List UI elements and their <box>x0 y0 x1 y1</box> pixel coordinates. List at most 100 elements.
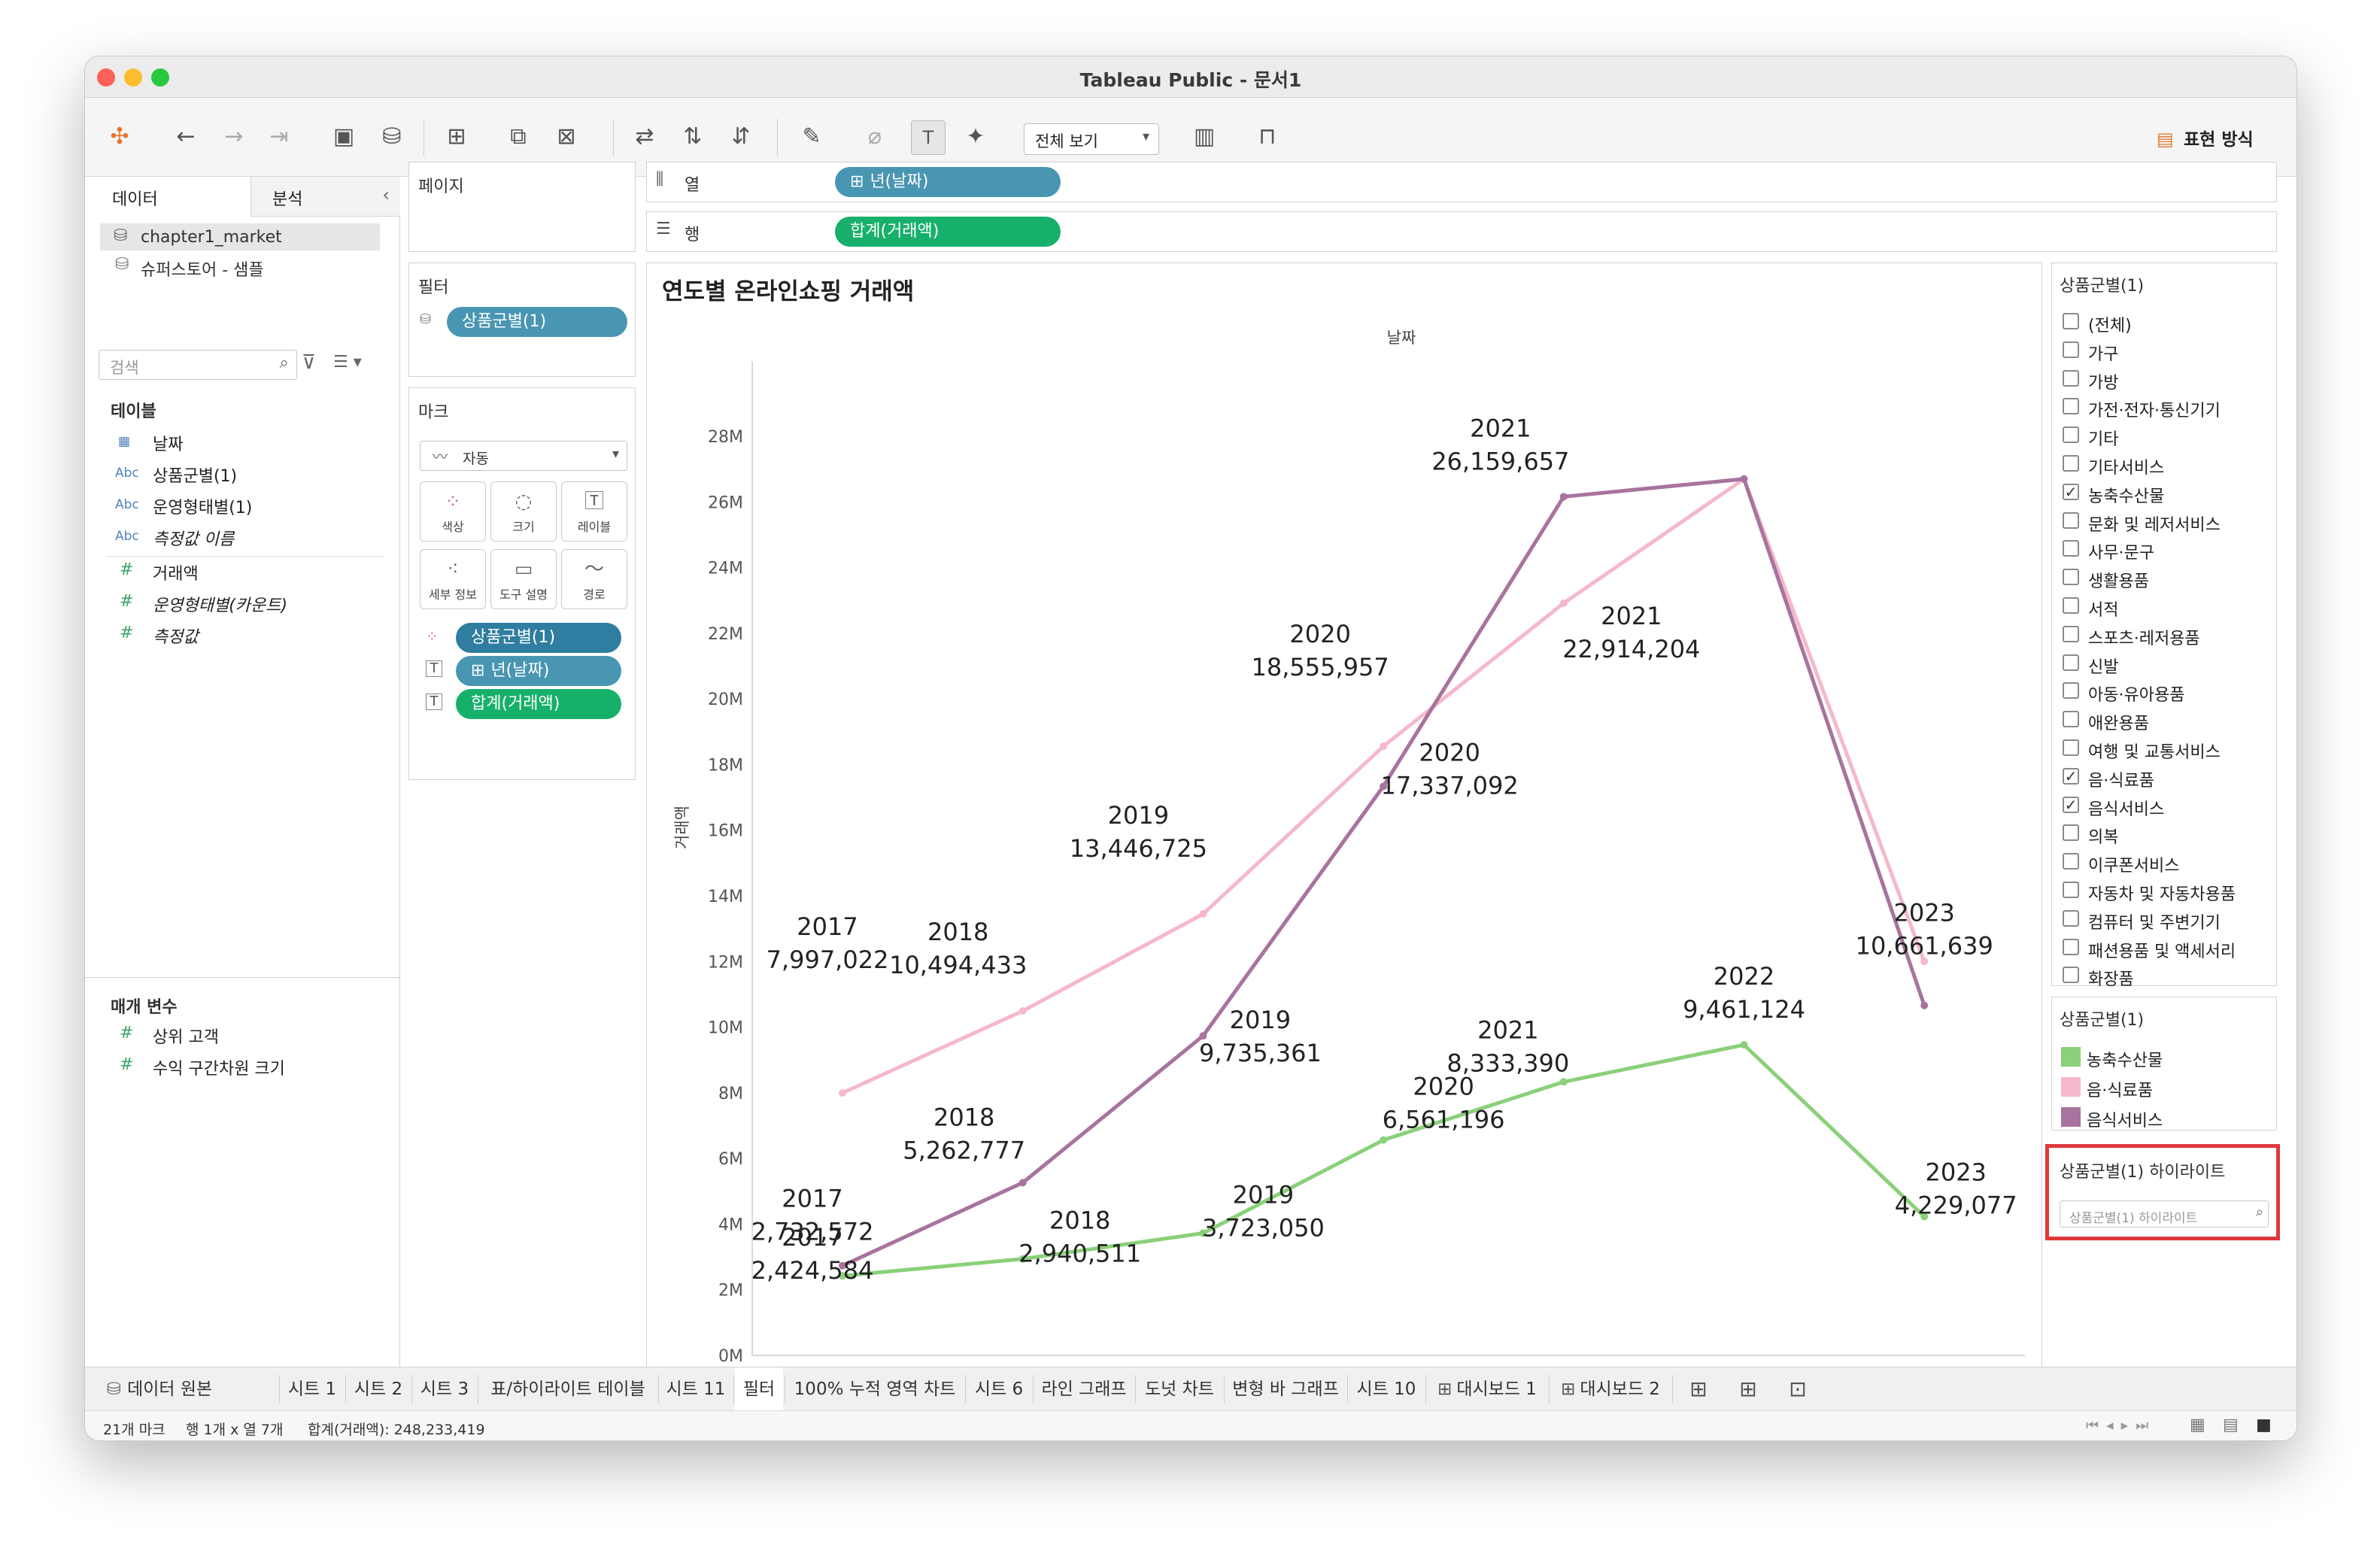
data-point[interactable] <box>1920 1001 1929 1009</box>
data-point[interactable] <box>1380 1136 1388 1144</box>
mark-detail-button[interactable]: ⁖ 세부 정보 <box>420 549 486 609</box>
filter-item-label[interactable]: 생활용품 <box>2088 572 2149 592</box>
new-dashboard-icon[interactable]: ⊞ <box>1739 1376 1757 1401</box>
data-point[interactable] <box>1018 1179 1027 1187</box>
filter-checkbox[interactable] <box>2063 882 2079 898</box>
tab-line-graph[interactable]: 라인 그래프 <box>1041 1380 1127 1399</box>
filter-checkbox[interactable] <box>2063 739 2079 756</box>
filter-item-label[interactable]: 자동차 및 자동차용품 <box>2088 885 2236 904</box>
minimize-window-button[interactable] <box>124 68 142 87</box>
filter-item-label[interactable]: 사무·문구 <box>2088 544 2154 563</box>
filter-checkbox[interactable]: ✓ <box>2063 483 2079 500</box>
new-story-icon[interactable]: ⊡ <box>1789 1376 1807 1401</box>
filter-checkbox[interactable] <box>2063 511 2079 529</box>
clear-sheet-icon[interactable]: ⊠ <box>557 123 576 150</box>
mark-color-button[interactable]: ⁘ 색상 <box>420 481 486 542</box>
list-view-icon[interactable]: ▤ <box>2223 1416 2239 1434</box>
undo-icon[interactable]: ← <box>176 123 196 150</box>
data-point[interactable] <box>1559 599 1568 607</box>
data-point[interactable] <box>1559 493 1568 501</box>
filter-item-label[interactable]: 가방 <box>2088 373 2119 393</box>
zoom-window-button[interactable] <box>151 68 169 87</box>
field-measure-values[interactable]: 측정값 <box>153 628 199 647</box>
tab-dashboard-1[interactable]: ⊞ 대시보드 1 <box>1427 1367 1547 1411</box>
filter-item-label[interactable]: 서적 <box>2088 601 2119 620</box>
filter-checkbox[interactable] <box>2063 398 2079 415</box>
mark-type-select[interactable]: 〰 자동 ▾ <box>420 441 627 471</box>
field-operation-type[interactable]: 운영형태별(1) <box>153 499 253 518</box>
data-point[interactable] <box>1920 1213 1929 1221</box>
filter-item-label[interactable]: 여행 및 교통서비스 <box>2088 743 2221 762</box>
filter-item-label[interactable]: 스포츠·레저용품 <box>2088 629 2200 648</box>
mark-pill-sum[interactable]: 합계(거래액) <box>456 689 621 719</box>
filter-checkbox[interactable] <box>2063 967 2079 984</box>
filter-item-label[interactable]: 컴퓨터 및 주변기기 <box>2088 913 2221 933</box>
close-window-button[interactable] <box>97 68 115 87</box>
filter-checkbox[interactable] <box>2063 455 2079 472</box>
pin-icon[interactable]: ✦ <box>966 123 985 150</box>
filter-checkbox[interactable] <box>2063 654 2079 671</box>
filter-item-label[interactable]: 신발 <box>2088 657 2119 677</box>
data-point[interactable] <box>1559 1078 1568 1086</box>
columns-pill-year[interactable]: ⊞ 년(날짜) <box>835 167 1061 197</box>
filter-item-label[interactable]: 가전·전자·통신기기 <box>2088 402 2221 421</box>
list-view-icon[interactable]: ☰ ▾ <box>333 353 362 372</box>
new-datasource-icon[interactable]: ⛁ <box>382 123 402 150</box>
tab-sheet-1[interactable]: 시트 1 <box>287 1380 337 1399</box>
data-point[interactable] <box>839 1272 846 1280</box>
save-icon[interactable]: ▣ <box>332 123 355 150</box>
tab-filter-active[interactable]: 필터 <box>735 1367 783 1411</box>
tab-sheet-6[interactable]: 시트 6 <box>974 1380 1024 1399</box>
highlight-icon[interactable]: ✎ <box>802 123 821 150</box>
columns-shelf[interactable]: ⫼ 열 ⊞ 년(날짜) <box>646 162 2277 202</box>
group-icon[interactable]: ⌀ <box>867 123 882 150</box>
tab-sheet-2[interactable]: 시트 2 <box>354 1380 403 1399</box>
data-point[interactable] <box>1199 1229 1207 1237</box>
data-point[interactable] <box>1199 910 1207 918</box>
duplicate-sheet-icon[interactable]: ⧉ <box>510 123 527 150</box>
filter-item-label[interactable]: 농축수산물 <box>2088 487 2165 506</box>
filter-item-label[interactable]: 문화 및 레저서비스 <box>2088 515 2221 535</box>
data-point[interactable] <box>1380 742 1388 751</box>
new-sheet-icon[interactable]: ⊞ <box>1689 1376 1708 1401</box>
collapse-icon[interactable]: ‹ <box>382 184 390 205</box>
filter-icon[interactable]: ⊽ <box>302 351 317 374</box>
replay-icon[interactable]: ⇥ <box>269 123 289 150</box>
tab-dashboard-2[interactable]: ⊞ 대시보드 2 <box>1550 1367 1671 1411</box>
data-point[interactable] <box>1199 1032 1207 1040</box>
page-nav-icon[interactable]: ⏮◂▸⏭ <box>2086 1417 2157 1434</box>
filter-pill-category[interactable]: 상품군별(1) <box>447 307 627 337</box>
filter-checkbox[interactable] <box>2063 711 2079 728</box>
field-operation-count[interactable]: 운영형태별(카운트) <box>153 596 288 615</box>
full-view-icon[interactable]: ■ <box>2256 1416 2272 1434</box>
filter-item-label[interactable]: (전체) <box>2088 317 2132 335</box>
filter-item-label[interactable]: 음·식료품 <box>2088 771 2154 791</box>
filter-item-label[interactable]: 기타서비스 <box>2088 459 2165 478</box>
field-date[interactable]: 날짜 <box>153 436 184 454</box>
tab-sheet-10[interactable]: 시트 10 <box>1356 1380 1416 1399</box>
filter-item-label[interactable]: 음식서비스 <box>2088 800 2165 819</box>
filter-item-label[interactable]: 화장품 <box>2088 970 2134 990</box>
filter-checkbox[interactable] <box>2063 569 2079 586</box>
data-point[interactable] <box>1920 958 1929 966</box>
filter-item-label[interactable]: 가구 <box>2088 344 2119 364</box>
field-search-input[interactable]: 검색 ⌕ <box>99 350 297 380</box>
mark-tooltip-button[interactable]: ▭ 도구 설명 <box>490 549 557 609</box>
legend-item-label[interactable]: 농축수산물 <box>2087 1052 2163 1070</box>
param-top-customers[interactable]: 상위 고객 <box>153 1028 219 1047</box>
redo-icon[interactable]: → <box>224 123 244 150</box>
mark-pill-category[interactable]: 상품군별(1) <box>456 623 621 653</box>
tab-highlight-table[interactable]: 표/하이라이트 테이블 <box>490 1380 645 1399</box>
data-point[interactable] <box>839 1088 846 1097</box>
legend-item-label[interactable]: 음·식료품 <box>2087 1082 2153 1100</box>
data-point[interactable] <box>1018 1006 1027 1015</box>
filter-checkbox[interactable] <box>2063 909 2079 927</box>
datasource-item[interactable]: ⛁ 슈퍼스토어 - 샘플 <box>100 252 380 280</box>
mark-path-button[interactable]: 〜 경로 <box>561 549 627 609</box>
data-point[interactable] <box>1740 475 1748 483</box>
filter-checkbox[interactable] <box>2063 824 2079 842</box>
view-select[interactable]: 전체 보기 ▾ <box>1024 123 1159 155</box>
field-measure-names[interactable]: 측정값 이름 <box>153 530 235 549</box>
data-point[interactable] <box>1380 782 1388 791</box>
mark-size-button[interactable]: ◌ 크기 <box>490 481 557 542</box>
